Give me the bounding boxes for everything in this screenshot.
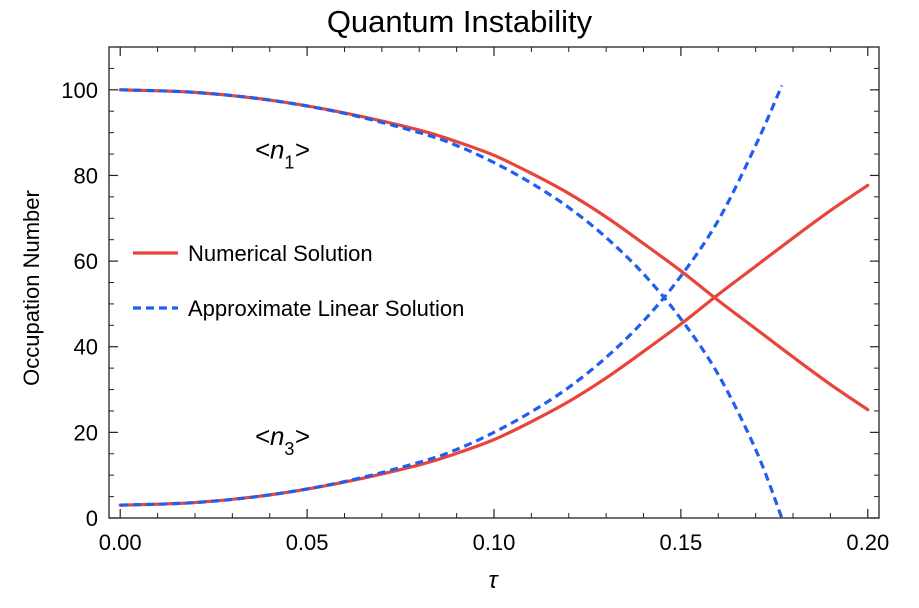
- curve-annotation: <n3>: [255, 421, 310, 459]
- plot-border: [108, 46, 880, 519]
- y-tick-label: 0: [86, 506, 98, 531]
- x-tick-label: 0.10: [473, 530, 516, 555]
- numerical-series-line: [118, 183, 870, 507]
- legend-label: Approximate Linear Solution: [188, 296, 464, 321]
- approx-series-line: [120, 84, 784, 507]
- y-axis-label: Occupation Number: [19, 190, 44, 386]
- y-tick-label: 80: [74, 163, 98, 188]
- plot-frame: [108, 46, 880, 519]
- y-tick-label: 20: [74, 420, 98, 445]
- annotations: <n1> <n3>: [255, 134, 310, 459]
- series-layer: [118, 84, 870, 519]
- x-axis-label: τ: [489, 567, 500, 594]
- x-tick-label: 0.05: [286, 530, 329, 555]
- y-tick-label: 60: [74, 249, 98, 274]
- legend: Numerical Solution Approximate Linear Sol…: [133, 241, 464, 321]
- x-tick-label: 0.15: [659, 530, 702, 555]
- chart-title: Quantum Instability: [326, 4, 593, 39]
- y-tick-label: 100: [61, 78, 98, 103]
- x-tick-label: 0.20: [846, 530, 889, 555]
- legend-label: Numerical Solution: [188, 241, 373, 266]
- curve-annotation: <n1>: [255, 134, 310, 172]
- tick-labels: 0.00 0.05 0.10 0.15 0.20 0 20 40 60 80 100: [61, 78, 889, 555]
- x-tick-label: 0.00: [99, 530, 142, 555]
- y-tick-label: 40: [74, 335, 98, 360]
- axis-ticks: [109, 47, 879, 519]
- approx-series-line: [120, 88, 784, 519]
